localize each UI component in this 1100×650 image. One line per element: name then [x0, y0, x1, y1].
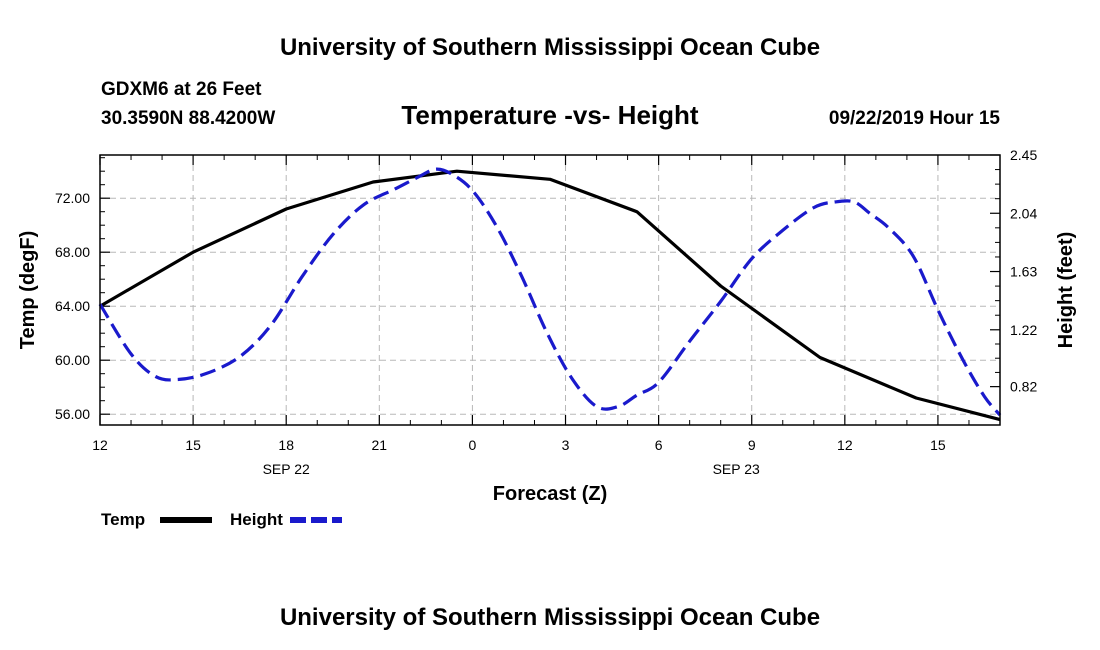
left-y-tick-label: 64.00: [55, 298, 90, 314]
series-line-temp: [99, 169, 1001, 422]
left-y-tick-label: 60.00: [55, 352, 90, 368]
x-tick-label: 12: [92, 437, 108, 453]
right-y-tick-label: 2.45: [1010, 147, 1037, 163]
x-date-label: SEP 22: [263, 461, 310, 477]
x-tick-label: 9: [748, 437, 756, 453]
x-tick-label: 21: [372, 437, 388, 453]
coordinates-label: 30.3590N 88.4200W: [101, 108, 275, 129]
series-layer: [98, 167, 1002, 422]
legend-label-temp: Temp: [101, 510, 145, 529]
chart-title: Temperature -vs- Height: [401, 100, 698, 130]
left-y-axis: 56.00 60.00 64.00 68.00 72.00: [55, 157, 110, 422]
x-tick-label: 15: [185, 437, 201, 453]
grid-lines: [100, 155, 1000, 425]
legend: Temp Height: [101, 510, 342, 529]
plot-frame: [99, 154, 1001, 426]
right-y-tick-label: 2.04: [1010, 205, 1037, 221]
left-y-tick-label: 72.00: [55, 190, 90, 206]
legend-label-height: Height: [230, 510, 283, 529]
right-y-tick-label: 1.63: [1010, 264, 1037, 280]
right-y-axis: 0.82 1.22 1.63 2.04 2.45: [990, 147, 1037, 395]
x-axis: 12 15 18 21 0 3 6 9 12 15 SEP 22 SEP 23: [92, 155, 970, 477]
left-y-tick-label: 68.00: [55, 244, 90, 260]
chart-header-title: University of Southern Mississippi Ocean…: [280, 34, 820, 61]
x-date-label: SEP 23: [713, 461, 760, 477]
x-tick-label: 18: [278, 437, 294, 453]
x-tick-label: 15: [930, 437, 946, 453]
x-tick-label: 6: [655, 437, 663, 453]
series-line-height: [98, 167, 1002, 417]
x-tick-label: 12: [837, 437, 853, 453]
left-y-tick-label: 56.00: [55, 406, 90, 422]
station-label: GDXM6 at 26 Feet: [101, 79, 262, 100]
datetime-label: 09/22/2019 Hour 15: [829, 108, 1001, 129]
right-y-tick-label: 0.82: [1010, 379, 1037, 395]
x-axis-label: Forecast (Z): [493, 483, 607, 505]
x-tick-label: 0: [469, 437, 477, 453]
x-tick-label: 3: [562, 437, 570, 453]
left-y-axis-label: Temp (degF): [17, 231, 39, 350]
right-y-axis-label: Height (feet): [1055, 232, 1077, 349]
right-y-tick-label: 1.22: [1010, 322, 1037, 338]
footer-title: University of Southern Mississippi Ocean…: [280, 604, 820, 631]
